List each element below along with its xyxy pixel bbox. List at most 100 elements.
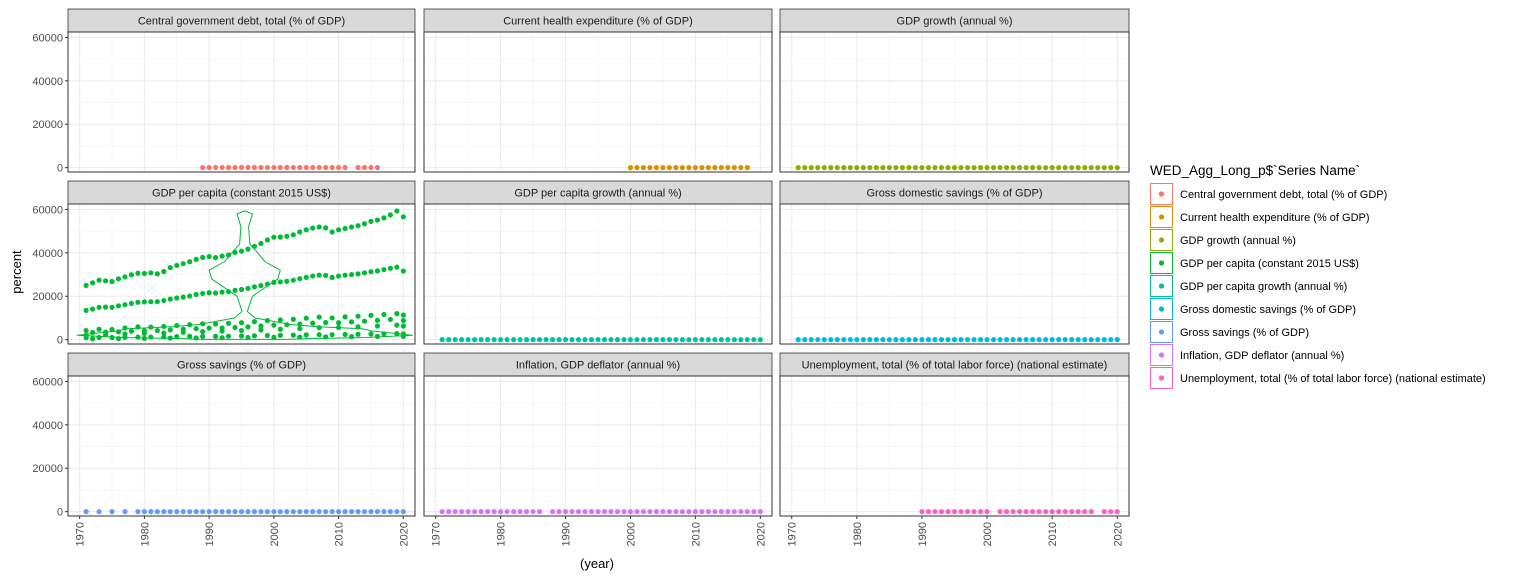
data-point <box>251 333 258 339</box>
data-point <box>200 329 206 335</box>
data-point <box>932 509 938 515</box>
data-point <box>271 322 277 328</box>
data-point <box>115 335 122 342</box>
data-point <box>400 317 406 324</box>
data-point <box>614 337 621 343</box>
data-point <box>601 337 608 343</box>
data-point <box>595 337 601 343</box>
data-point <box>1101 165 1107 171</box>
data-point <box>122 274 128 280</box>
x-tick-label: 2000 <box>269 522 281 546</box>
data-point <box>361 270 368 276</box>
data-point <box>342 509 348 515</box>
data-point <box>491 337 497 343</box>
data-point <box>232 509 238 515</box>
data-point <box>997 509 1003 515</box>
legend-label: Gross savings (% of GDP) <box>1180 327 1309 339</box>
data-point <box>1075 337 1081 343</box>
data-point <box>200 164 206 171</box>
data-point <box>984 165 990 171</box>
data-point <box>271 279 277 285</box>
data-point <box>122 325 128 331</box>
axes: 0 20000 40000 60000 0 20000 40000 60000 0 20000 40… <box>32 32 1124 546</box>
data-point <box>815 165 821 171</box>
facet-panel: Inflation, GDP deflator (annual %) <box>423 352 773 517</box>
legend-label: Gross domestic savings (% of GDP) <box>1180 304 1356 316</box>
data-point <box>219 289 225 295</box>
data-point <box>647 165 653 171</box>
data-point <box>1049 509 1055 515</box>
data-point <box>238 327 245 334</box>
data-point <box>297 325 303 332</box>
data-point <box>536 337 543 343</box>
data-point <box>284 233 290 239</box>
data-point <box>751 509 757 515</box>
legend-label: Inflation, GDP deflator (annual %) <box>1180 350 1344 362</box>
data-point <box>510 509 517 515</box>
legend-label: GDP per capita growth (annual %) <box>1180 281 1347 293</box>
data-point <box>387 212 393 218</box>
data-point <box>290 509 296 515</box>
data-point <box>1043 509 1049 515</box>
facet-strip-label: GDP growth (annual %) <box>897 16 1013 28</box>
data-point <box>213 321 219 327</box>
data-point <box>135 509 141 515</box>
data-point <box>660 337 666 343</box>
data-point <box>601 509 608 515</box>
data-point <box>828 165 834 171</box>
data-point <box>712 337 718 343</box>
facet-strip-label: Gross domestic savings (% of GDP) <box>866 188 1042 200</box>
data-point <box>232 249 238 255</box>
data-point <box>83 327 89 334</box>
data-point <box>329 509 335 515</box>
panel-border <box>67 375 416 517</box>
data-point <box>731 337 737 343</box>
data-point <box>245 334 251 341</box>
data-point <box>718 509 724 515</box>
data-point <box>549 509 556 515</box>
data-point <box>446 509 452 515</box>
data-point <box>731 509 737 515</box>
data-point <box>348 509 355 515</box>
legend-label: GDP per capita (constant 2015 US$) <box>1180 258 1359 270</box>
data-point <box>232 324 238 331</box>
data-point <box>277 332 283 338</box>
data-point <box>193 325 199 332</box>
data-point <box>348 334 355 340</box>
data-point <box>841 337 847 343</box>
data-point <box>504 337 510 343</box>
data-point <box>977 165 984 171</box>
panel-border <box>779 375 1130 517</box>
data-point <box>932 165 938 171</box>
data-point <box>543 337 549 343</box>
data-point <box>1114 165 1120 171</box>
data-point <box>400 268 406 274</box>
data-point <box>971 165 977 171</box>
data-point <box>472 509 478 515</box>
data-point <box>368 312 374 318</box>
data-point <box>802 337 808 343</box>
data-point <box>854 165 860 171</box>
data-point <box>1056 165 1062 171</box>
data-point <box>1017 509 1023 515</box>
data-point <box>213 164 219 171</box>
data-point <box>277 317 283 323</box>
x-axis-title: (year) <box>580 556 614 571</box>
legend-key-point <box>1158 306 1165 312</box>
data-point <box>368 164 374 171</box>
panel-border <box>67 203 416 345</box>
data-point <box>122 334 128 340</box>
data-point <box>873 165 879 171</box>
data-point <box>206 290 212 296</box>
data-point <box>219 164 225 171</box>
data-point <box>238 320 245 326</box>
data-point <box>1101 337 1107 343</box>
data-point <box>174 262 180 269</box>
data-point <box>906 337 912 343</box>
data-point <box>219 328 225 334</box>
data-point <box>238 286 245 293</box>
data-point <box>225 289 232 295</box>
data-point <box>238 509 245 515</box>
data-point <box>290 164 296 171</box>
data-point <box>336 320 342 326</box>
